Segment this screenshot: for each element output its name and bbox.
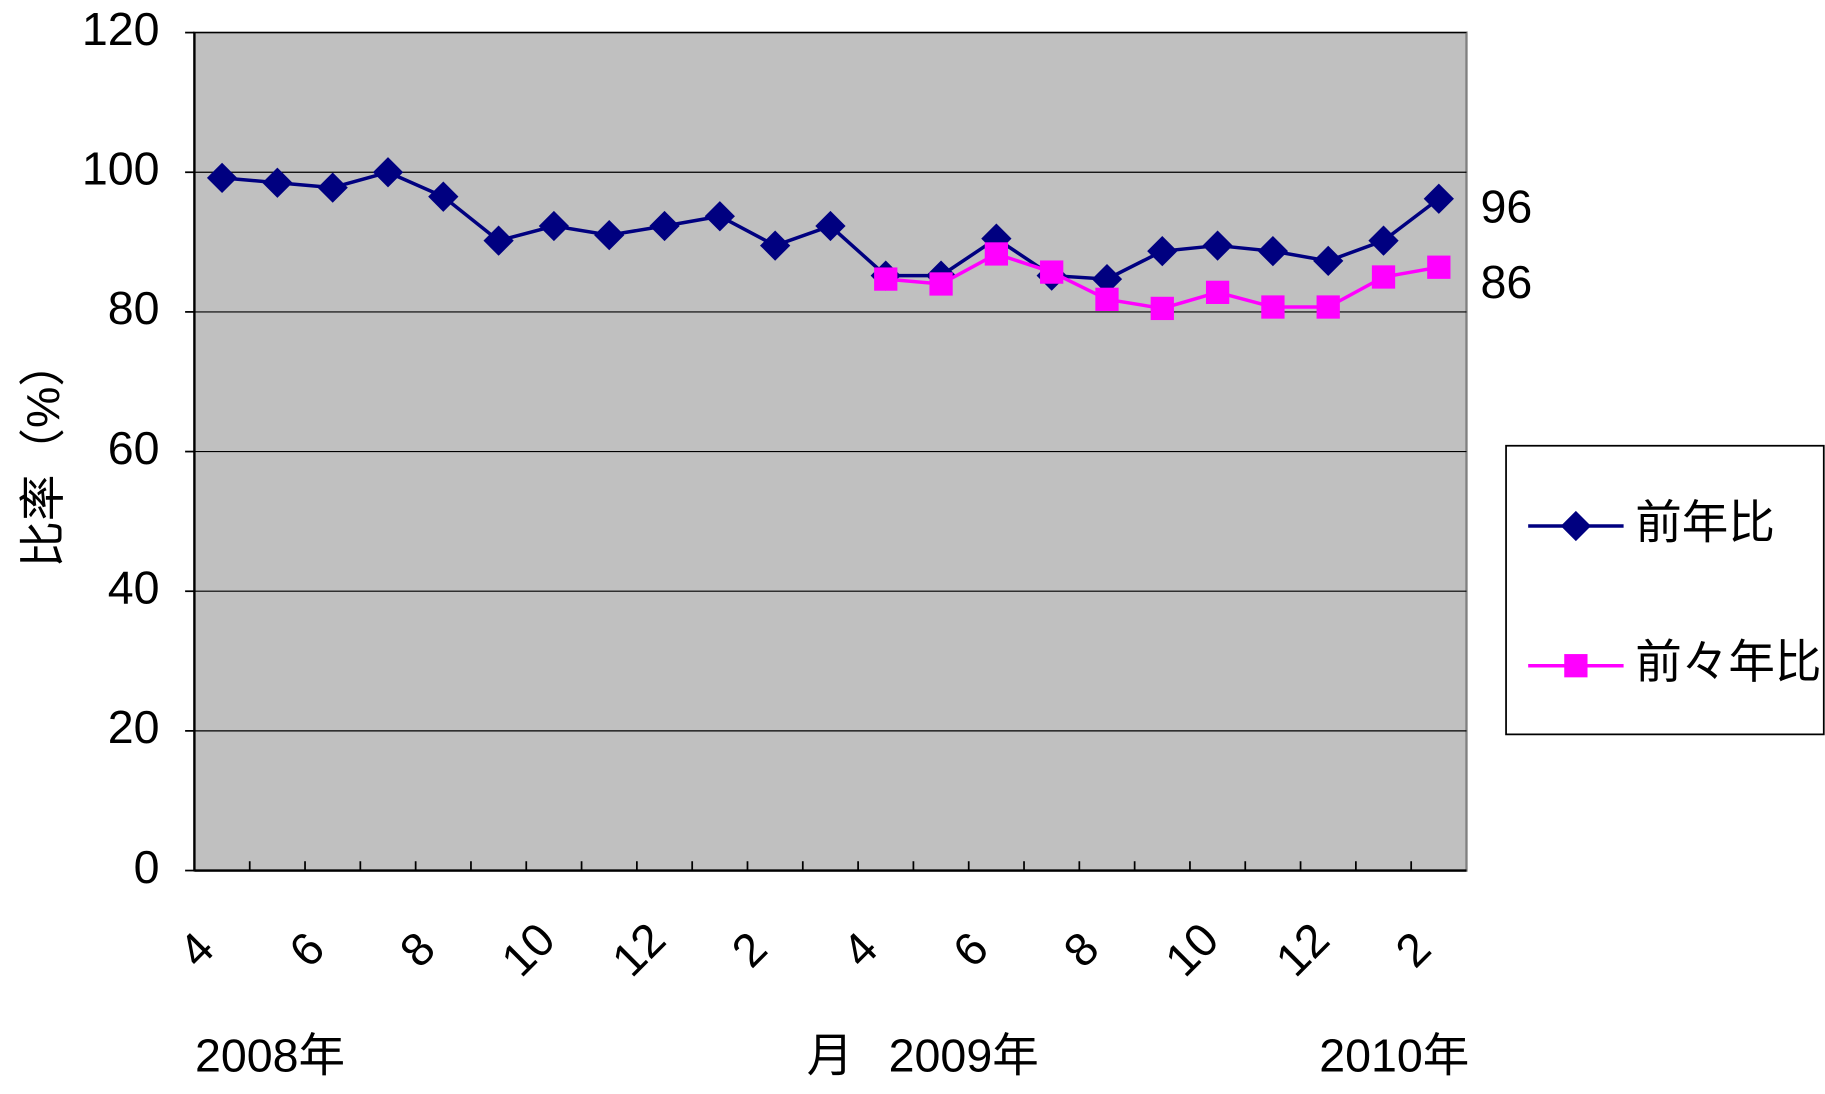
y-tick-label: 40 [108,562,160,614]
x-tick-label: 8 [390,922,445,977]
marker [1150,296,1174,321]
y-tick-label: 60 [108,422,160,474]
marker [1040,260,1064,284]
x-tick-label: 6 [279,922,334,977]
x-tick-label: 8 [1054,922,1109,977]
marker [1147,236,1178,267]
marker [704,201,735,232]
marker [317,172,348,203]
marker [1371,265,1396,289]
legend-box [1505,444,1825,736]
marker [1205,280,1230,304]
y-tick-label: 0 [134,841,160,893]
marker [1261,295,1285,319]
x-tick-label: 2 [722,922,777,977]
y-axis-title: 比率（%） [17,340,69,568]
legend-label: 前々年比 [1635,636,1821,688]
marker [1202,230,1233,261]
marker [984,242,1009,266]
x-tick-label: 12 [602,913,675,986]
y-tick-label: 100 [82,143,160,195]
marker [428,181,459,212]
marker [1427,255,1451,279]
y-tick-label: 20 [108,701,160,753]
y-tick-label: 120 [82,3,160,55]
x-axis-title: 月 [807,1029,854,1081]
data-label: 86 [1480,256,1532,308]
x-group-label: 2009年 [889,1029,1039,1081]
marker [1316,295,1340,319]
data-label: 96 [1480,181,1532,233]
legend-label: 前年比 [1635,496,1775,548]
marker [1564,654,1588,678]
x-tick-label: 10 [1155,913,1228,986]
x-tick-label: 4 [169,922,224,977]
marker [1257,236,1289,267]
marker [874,267,898,291]
x-tick-label: 4 [832,922,887,977]
marker [929,272,953,296]
x-group-label: 2010年 [1319,1029,1469,1081]
x-tick-label: 6 [943,922,998,977]
x-tick-label: 12 [1266,913,1339,986]
marker [594,219,625,251]
x-tick-label: 2 [1385,922,1440,977]
marker [760,230,791,261]
y-tick-label: 80 [108,282,160,334]
marker [649,210,680,242]
marker [1095,287,1119,311]
x-tick-label: 10 [491,913,564,986]
marker [1368,225,1399,256]
marker [206,162,238,193]
x-group-label: 2008年 [195,1029,345,1081]
